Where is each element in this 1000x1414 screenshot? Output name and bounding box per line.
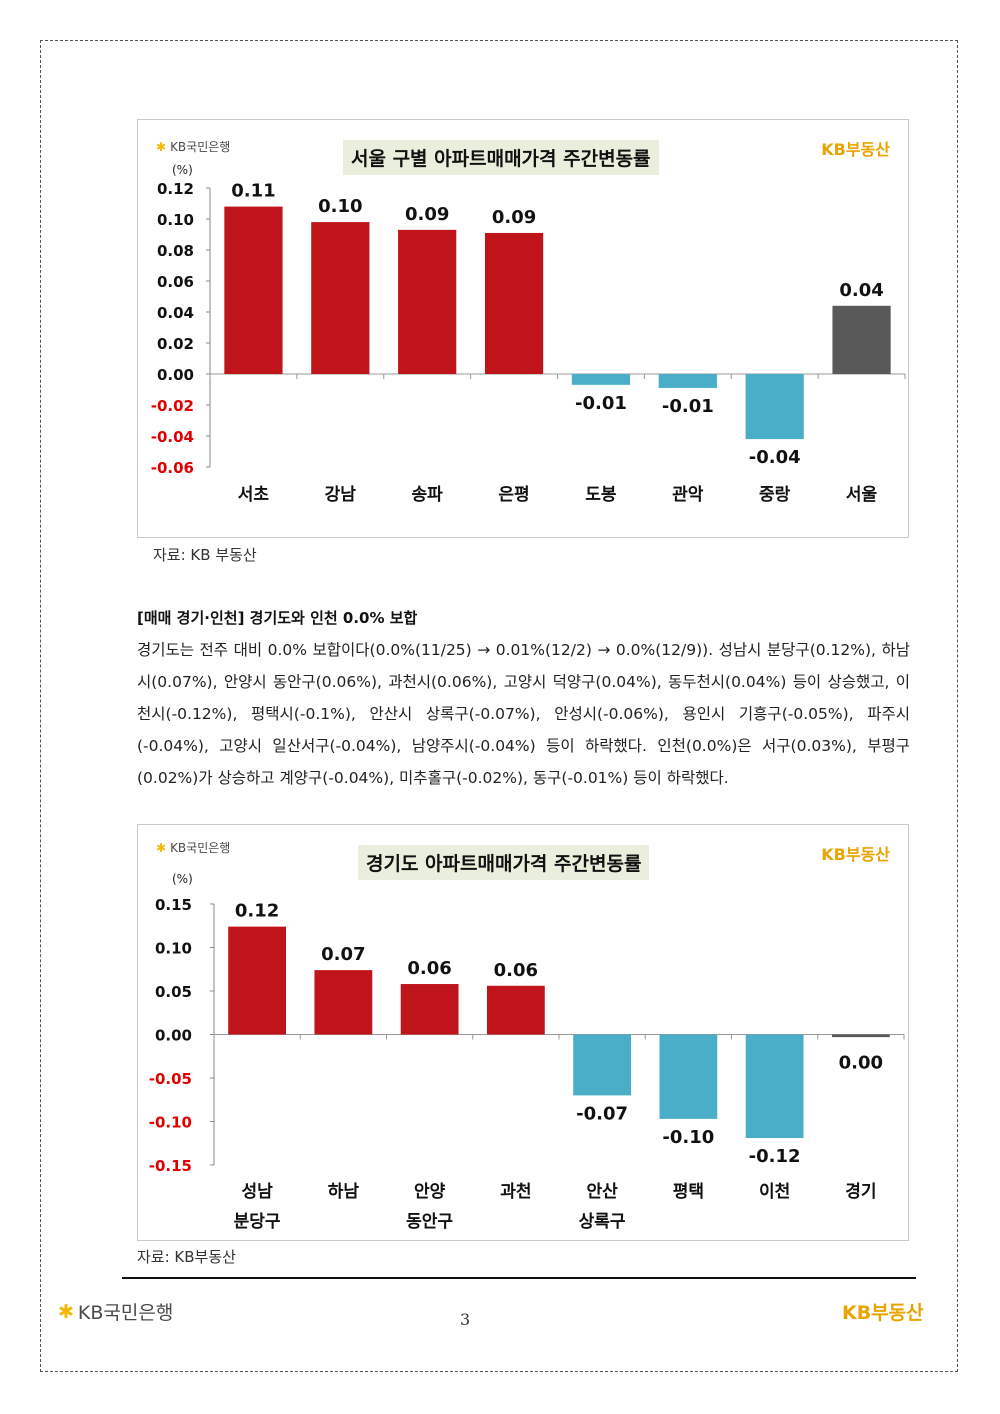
bar bbox=[832, 305, 891, 374]
kb-real-estate-logo: KB부동산 bbox=[821, 845, 890, 864]
bar-value-label: -0.12 bbox=[749, 1146, 801, 1167]
y-tick-label: -0.15 bbox=[149, 1157, 192, 1175]
footer-bank-logo: ✱ KB국민은행 bbox=[58, 1298, 173, 1325]
page-border bbox=[40, 40, 958, 1372]
kb-bank-logo: ✱ KB국민은행 bbox=[156, 138, 230, 155]
bar bbox=[311, 222, 370, 374]
y-tick-label: 0.10 bbox=[157, 211, 194, 229]
bar bbox=[659, 1034, 718, 1119]
x-category-label: 성남 bbox=[241, 1182, 273, 1202]
footer-brand-logo: KB부동산 bbox=[842, 1302, 924, 1324]
bar bbox=[228, 926, 287, 1035]
bar-value-label: 0.06 bbox=[494, 960, 538, 981]
y-tick-label: -0.02 bbox=[151, 397, 194, 415]
bar bbox=[314, 970, 373, 1035]
gyeonggi-chart-source: 자료: KB부동산 bbox=[137, 1248, 236, 1266]
bar-value-label: 0.11 bbox=[231, 181, 275, 202]
page-number: 3 bbox=[460, 1310, 471, 1329]
y-tick-label: 0.15 bbox=[155, 896, 192, 914]
y-unit-label: (%) bbox=[172, 163, 193, 177]
y-tick-label: -0.05 bbox=[149, 1070, 192, 1088]
x-category-label: 안산 bbox=[586, 1182, 618, 1202]
y-tick-label: 0.05 bbox=[155, 983, 192, 1001]
kb-bank-name: KB국민은행 bbox=[77, 1302, 174, 1324]
bar-value-label: 0.09 bbox=[405, 204, 449, 225]
x-category-label: 경기 bbox=[845, 1182, 876, 1202]
kb-real-estate-logo: KB부동산 bbox=[821, 140, 890, 159]
x-category-label: 안양 bbox=[414, 1182, 446, 1202]
kb-star-icon: ✱ bbox=[58, 1300, 74, 1323]
section-heading: [매매 경기·인천] 경기도와 인천 0.0% 보합 bbox=[137, 609, 418, 627]
bar-value-label: -0.01 bbox=[575, 393, 627, 414]
x-category-label: 과천 bbox=[500, 1182, 531, 1202]
bar-value-label: 0.12 bbox=[235, 901, 279, 922]
x-category-label: 서울 bbox=[846, 485, 878, 505]
y-tick-label: 0.00 bbox=[157, 366, 194, 384]
kb-bank-name: KB국민은행 bbox=[170, 140, 231, 154]
x-category-label: 서초 bbox=[238, 485, 270, 505]
y-tick-label: 0.02 bbox=[157, 335, 194, 353]
bar-value-label: -0.10 bbox=[662, 1127, 714, 1148]
footer-rule bbox=[122, 1277, 916, 1279]
bar-value-label: 0.00 bbox=[839, 1053, 883, 1074]
gyeonggi-bar-chart: (%) 0.15 0.10 0.05 0.00 -0.05 -0.10 -0.15 0.12 성남… bbox=[149, 872, 905, 1232]
bar bbox=[486, 985, 545, 1035]
x-category-label: 평택 bbox=[673, 1182, 704, 1202]
bar-value-label: 0.07 bbox=[321, 944, 365, 965]
bar-value-label: 0.04 bbox=[839, 280, 883, 301]
y-tick-label: 0.10 bbox=[155, 940, 192, 958]
y-tick-label: -0.04 bbox=[151, 428, 194, 446]
y-tick-label: 0.04 bbox=[157, 304, 194, 322]
kb-bank-name: KB국민은행 bbox=[170, 841, 231, 855]
seoul-chart-title: 서울 구별 아파트매매가격 주간변동률 bbox=[343, 140, 659, 175]
bar bbox=[484, 232, 544, 374]
bar bbox=[831, 1034, 890, 1038]
bar-value-label: 0.09 bbox=[492, 207, 536, 228]
bar bbox=[573, 1034, 632, 1096]
y-tick-label: 0.12 bbox=[157, 180, 194, 198]
x-category-label: 송파 bbox=[412, 485, 444, 505]
y-tick-label: -0.10 bbox=[149, 1114, 192, 1132]
x-category-label: 도봉 bbox=[585, 485, 617, 505]
seoul-chart-source: 자료: KB 부동산 bbox=[153, 546, 257, 564]
section-body: 경기도는 전주 대비 0.0% 보합이다(0.0%(11/25) → 0.01%… bbox=[137, 641, 910, 787]
bar bbox=[745, 1034, 804, 1139]
x-category-label: 관악 bbox=[672, 485, 704, 505]
x-category-label: 이천 bbox=[759, 1182, 790, 1202]
seoul-bar-chart: (%) 0.12 0.10 0.08 0.06 0.04 0.02 0.00 -0.02 -0.0… bbox=[151, 163, 906, 505]
gyeonggi-chart-panel: ✱ KB국민은행 KB부동산 경기도 아파트매매가격 주간변동률 (%) 0.15… bbox=[137, 824, 909, 1241]
bar-value-label: -0.07 bbox=[576, 1103, 628, 1124]
bar bbox=[400, 984, 459, 1035]
y-tick-label: -0.06 bbox=[151, 459, 194, 477]
bar bbox=[571, 374, 631, 385]
x-category-label: 중랑 bbox=[759, 485, 791, 505]
gyeonggi-chart-title: 경기도 아파트매매가격 주간변동률 bbox=[358, 845, 650, 880]
y-unit-label: (%) bbox=[172, 872, 193, 886]
bar-value-label: 0.10 bbox=[318, 196, 362, 217]
y-tick-label: 0.00 bbox=[155, 1027, 192, 1045]
bar bbox=[224, 206, 283, 374]
kb-star-icon: ✱ bbox=[156, 139, 167, 154]
bar bbox=[398, 229, 457, 374]
x-category-label: 강남 bbox=[325, 485, 357, 505]
bar bbox=[745, 374, 804, 440]
x-category-label: 하남 bbox=[328, 1182, 360, 1202]
bar-value-label: -0.01 bbox=[662, 396, 714, 417]
bar bbox=[658, 374, 717, 388]
x-category-label: 동안구 bbox=[406, 1212, 453, 1232]
bar-value-label: -0.04 bbox=[749, 447, 801, 468]
seoul-chart-panel: ✱ KB국민은행 KB부동산 서울 구별 아파트매매가격 주간변동률 (%) 0.… bbox=[137, 119, 909, 538]
x-category-label: 분당구 bbox=[234, 1212, 281, 1232]
y-tick-label: 0.06 bbox=[157, 273, 194, 291]
kb-star-icon: ✱ bbox=[156, 840, 167, 855]
bar-value-label: 0.06 bbox=[407, 958, 451, 979]
x-category-label: 상록구 bbox=[579, 1212, 626, 1232]
x-category-label: 은평 bbox=[498, 485, 529, 505]
y-tick-label: 0.08 bbox=[157, 242, 194, 260]
kb-bank-logo: ✱ KB국민은행 bbox=[156, 839, 230, 856]
